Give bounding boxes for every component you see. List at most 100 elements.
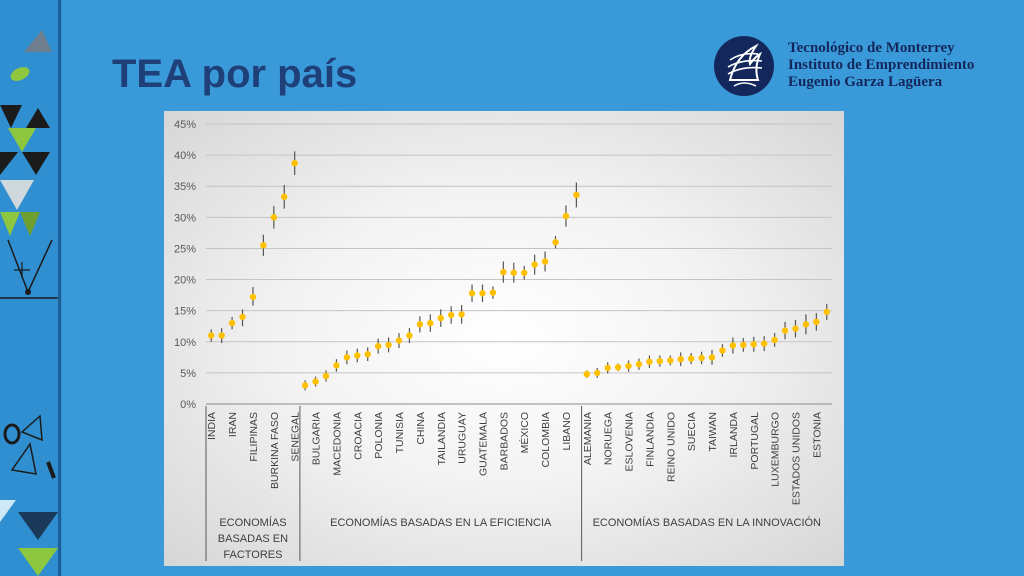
data-point bbox=[625, 362, 632, 370]
data-point bbox=[604, 364, 611, 372]
y-axis-ticks: 0% 5% 10% 15% 20% 25% 30% 35% 40% 45% bbox=[174, 119, 196, 411]
data-point bbox=[260, 242, 267, 249]
data-point bbox=[646, 358, 653, 365]
y-tick-label: 35% bbox=[174, 181, 196, 193]
black-triangle-shape bbox=[0, 105, 22, 128]
data-point bbox=[760, 340, 768, 347]
data-point bbox=[364, 351, 371, 358]
x-tick-label: ESTADOS UNIDOS bbox=[790, 412, 802, 505]
grid-layer bbox=[206, 123, 832, 405]
green-triangle-shape bbox=[0, 212, 20, 236]
data-point bbox=[218, 332, 225, 339]
data-point bbox=[447, 311, 455, 319]
data-point bbox=[698, 354, 705, 362]
data-point bbox=[228, 319, 236, 327]
line-shape bbox=[46, 461, 56, 479]
data-points bbox=[208, 151, 830, 391]
gray-triangle-shape bbox=[24, 30, 52, 52]
data-point bbox=[667, 357, 674, 364]
x-axis-labels: INDIA IRAN FILIPINAS BURKINA FASO SENEGAL BUL… bbox=[206, 412, 823, 505]
data-point bbox=[729, 342, 737, 349]
decorative-shapes bbox=[0, 30, 58, 576]
green-oval-shape bbox=[10, 67, 30, 81]
group-separators bbox=[205, 406, 583, 561]
logo-text: Tecnológico de Monterrey Instituto de Em… bbox=[788, 40, 974, 91]
data-point bbox=[479, 290, 486, 297]
data-point bbox=[510, 269, 517, 276]
x-tick-label: NORUEGA bbox=[603, 412, 615, 465]
data-point bbox=[489, 289, 497, 296]
data-point bbox=[750, 341, 757, 348]
line-shape bbox=[7, 239, 29, 293]
x-tick-label: POLONIA bbox=[373, 412, 385, 459]
x-tick-label: FINLANDIA bbox=[644, 412, 656, 467]
x-tick-label: ESLOVENIA bbox=[624, 412, 636, 472]
x-tick-label: IRAN bbox=[227, 412, 239, 437]
light-triangle-shape bbox=[0, 500, 16, 522]
green-triangle-shape bbox=[18, 548, 58, 576]
group-label: ECONOMÍAS bbox=[219, 516, 286, 529]
logo-line-2: Instituto de Emprendimiento bbox=[788, 57, 975, 73]
dot-shape bbox=[25, 289, 31, 295]
data-point bbox=[771, 336, 778, 344]
x-tick-label: BURKINA FASO bbox=[269, 412, 281, 489]
data-point bbox=[792, 325, 799, 332]
y-tick-label: 15% bbox=[174, 306, 196, 318]
y-tick-label: 25% bbox=[174, 243, 196, 255]
x-tick-label: FILIPINAS bbox=[248, 412, 260, 462]
data-point bbox=[249, 293, 257, 301]
left-edge-bar bbox=[58, 0, 61, 576]
green-triangle-shape bbox=[20, 212, 40, 236]
data-point bbox=[416, 321, 424, 328]
x-tick-label: TUNISIA bbox=[394, 412, 406, 453]
data-point bbox=[583, 370, 591, 378]
outline-triangle-shape bbox=[20, 414, 43, 442]
line-shape bbox=[27, 239, 53, 293]
black-triangle-shape bbox=[26, 108, 50, 128]
x-tick-label: CROACIA bbox=[352, 412, 364, 460]
x-tick-label: IRLANDA bbox=[728, 412, 740, 458]
data-point bbox=[281, 193, 288, 200]
data-point bbox=[708, 354, 716, 361]
data-point bbox=[823, 308, 830, 316]
data-point bbox=[594, 369, 601, 377]
black-triangle-shape bbox=[22, 152, 50, 175]
ring-shape bbox=[3, 423, 21, 445]
data-point bbox=[385, 341, 392, 349]
x-tick-label: MACEDONIA bbox=[331, 412, 343, 476]
x-tick-label: CHINA bbox=[415, 412, 427, 445]
x-tick-label: SUECIA bbox=[686, 412, 698, 451]
x-tick-label: COLOMBIA bbox=[540, 412, 552, 467]
x-tick-label: LIBANO bbox=[561, 412, 573, 451]
group-label: BASADAS EN bbox=[218, 533, 288, 545]
flame-emblem-icon bbox=[714, 36, 774, 96]
data-point bbox=[573, 191, 580, 199]
x-tick-label: TAILANDIA bbox=[436, 412, 448, 465]
data-point bbox=[301, 382, 309, 389]
decorative-left-strip bbox=[0, 0, 62, 576]
data-point bbox=[406, 332, 413, 339]
x-tick-label: SENEGAL bbox=[290, 412, 302, 462]
data-point bbox=[427, 319, 434, 327]
data-point bbox=[813, 318, 820, 326]
x-tick-label: MÉXICO bbox=[518, 412, 531, 453]
y-tick-label: 45% bbox=[174, 119, 196, 131]
navy-triangle-shape bbox=[18, 512, 58, 540]
group-labels: ECONOMÍAS BASADAS EN FACTORES ECONOMÍAS BAS… bbox=[218, 516, 821, 561]
data-point bbox=[500, 268, 507, 276]
data-point bbox=[521, 269, 528, 276]
chart-panel: 0% 5% 10% 15% 20% 25% 30% 35% 40% 45% INDIA IRAN FI… bbox=[164, 111, 844, 566]
data-point bbox=[208, 332, 215, 339]
x-tick-label: TAIWAN bbox=[707, 412, 719, 452]
x-tick-label: REINO UNIDO bbox=[665, 412, 677, 482]
data-point bbox=[458, 311, 465, 318]
x-tick-label: INDIA bbox=[206, 412, 218, 440]
data-point bbox=[802, 321, 810, 328]
data-point bbox=[312, 378, 319, 385]
x-tick-label: ESTONIA bbox=[811, 412, 823, 458]
slide-title: TEA por país bbox=[112, 52, 358, 96]
y-tick-label: 10% bbox=[174, 337, 196, 349]
data-point bbox=[740, 341, 747, 349]
y-tick-label: 5% bbox=[180, 368, 196, 380]
logo-line-1: Tecnológico de Monterrey bbox=[788, 40, 955, 56]
